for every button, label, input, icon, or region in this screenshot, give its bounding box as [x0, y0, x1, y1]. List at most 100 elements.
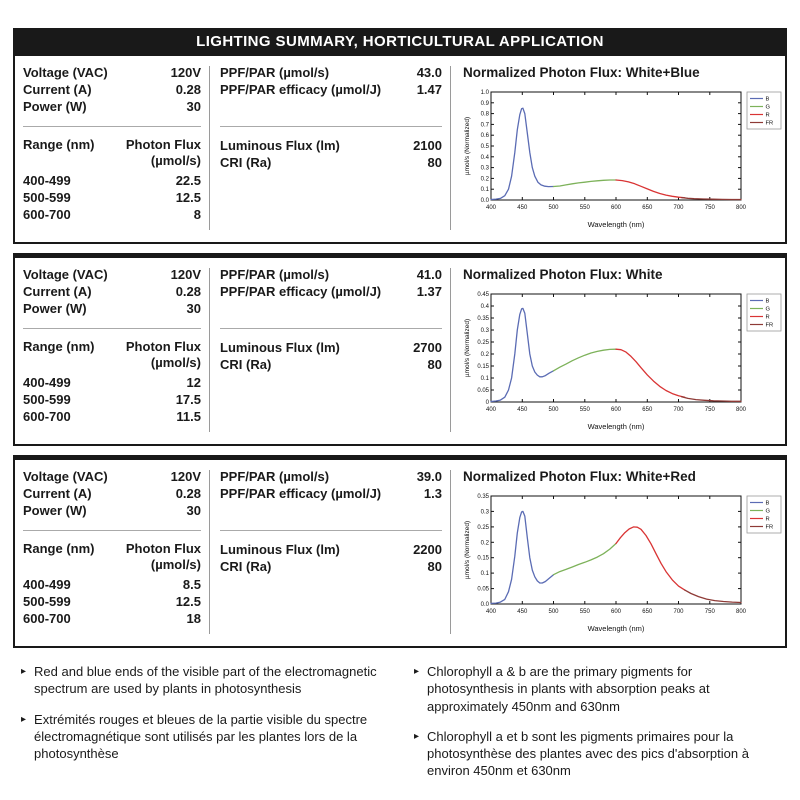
svg-text:0.1: 0.1 [481, 571, 490, 577]
row-value: 11.5 [176, 409, 201, 424]
table-row: Power (W) 30 [23, 98, 201, 115]
row-value: 12.5 [175, 190, 201, 205]
chart-column: Normalized Photon Flux: White 400 450 500 5… [451, 266, 782, 434]
column-divider [209, 268, 210, 432]
photon-flux-header: Range (nm) Photon Flux (µmol/s) [23, 137, 201, 169]
table-row: Luminous Flux (lm) 2200 [220, 541, 442, 558]
row-label: CRI (Ra) [220, 559, 272, 574]
row-value: 30 [186, 301, 201, 316]
svg-text:0.05: 0.05 [477, 388, 489, 394]
svg-text:0.7: 0.7 [481, 122, 490, 128]
row-label: Current (A) [23, 82, 92, 97]
svg-text:G: G [766, 105, 771, 111]
table-row: 500-599 17.5 [23, 391, 201, 408]
svg-text:0.6: 0.6 [481, 133, 490, 139]
row-label: 600-700 [23, 207, 71, 222]
svg-text:750: 750 [705, 609, 716, 615]
row-label: 400-499 [23, 173, 71, 188]
svg-text:0.8: 0.8 [481, 112, 490, 118]
table-row: PPF/PAR (µmol/s) 39.0 [220, 468, 442, 485]
svg-text:FR: FR [766, 525, 774, 531]
table-row: 500-599 12.5 [23, 189, 201, 206]
ppf-column: PPF/PAR (µmol/s) 41.0 PPF/PAR efficacy (µm… [210, 266, 442, 434]
svg-text:700: 700 [673, 205, 684, 211]
row-value: 80 [427, 155, 442, 170]
svg-text:0.0: 0.0 [481, 198, 490, 204]
table-row: 400-499 8.5 [23, 576, 201, 593]
note-text: Chlorophyll a et b sont les pigments pri… [427, 728, 749, 779]
row-label: Power (W) [23, 503, 87, 518]
summary-box-1: LIGHTING SUMMARY, HORTICULTURAL APPLICAT… [13, 28, 787, 244]
row-label: Current (A) [23, 486, 92, 501]
row-label: PPF/PAR (µmol/s) [220, 65, 330, 80]
divider [23, 126, 201, 127]
bullet-icon: ▸ [414, 730, 420, 742]
column-divider [209, 66, 210, 230]
svg-text:Wavelength (nm): Wavelength (nm) [588, 220, 645, 229]
row-value: 30 [186, 503, 201, 518]
chart-title: Normalized Photon Flux: White+Blue [463, 65, 700, 80]
note-en-spectrum: ▸ Red and blue ends of the visible part … [21, 663, 386, 698]
column-divider [450, 66, 451, 230]
svg-text:0.35: 0.35 [477, 316, 489, 322]
photon-flux-header: Range (nm) Photon Flux (µmol/s) [23, 541, 201, 573]
photon-flux-table: 400-499 22.5 500-599 12.5 600-700 8 [23, 172, 201, 223]
chart-column: Normalized Photon Flux: White+Red 400 450… [451, 468, 782, 636]
svg-text:400: 400 [486, 407, 497, 413]
svg-text:FR: FR [766, 121, 774, 127]
divider [23, 328, 201, 329]
spectrum-chart-white-red: 400 450 500 550 600 650 700 750 800 0.0 0.05 0.1 0.1… [461, 488, 782, 636]
panel-white-red: Voltage (VAC) 120V Current (A) 0.28 Power (W… [13, 455, 787, 648]
svg-text:0.45: 0.45 [477, 292, 489, 298]
table-row: 600-700 8 [23, 206, 201, 223]
table-row: 400-499 22.5 [23, 172, 201, 189]
row-value: 8.5 [182, 577, 201, 592]
range-header-label: Range (nm) [23, 137, 95, 152]
row-value: 2100 [413, 138, 442, 153]
row-value: 39.0 [416, 469, 442, 484]
row-value: 2200 [413, 542, 442, 557]
chart-title: Normalized Photon Flux: White [463, 267, 663, 282]
photometric-table: Luminous Flux (lm) 2100 CRI (Ra) 80 [220, 137, 442, 171]
row-value: 80 [427, 559, 442, 574]
svg-text:450: 450 [517, 609, 528, 615]
table-row: CRI (Ra) 80 [220, 558, 442, 575]
range-header-unit: Photon Flux (µmol/s) [125, 541, 201, 572]
spectrum-chart-white-blue: 400 450 500 550 600 650 700 750 800 0.0 0.1 0.2 0.3 0… [461, 84, 782, 232]
svg-text:450: 450 [517, 407, 528, 413]
svg-text:0.2: 0.2 [481, 352, 490, 358]
svg-text:800: 800 [736, 407, 747, 413]
row-label: 600-700 [23, 611, 71, 626]
row-label: PPF/PAR efficacy (µmol/J) [220, 82, 382, 97]
svg-text:0.3: 0.3 [481, 166, 490, 172]
row-label: 500-599 [23, 190, 71, 205]
row-label: Power (W) [23, 301, 87, 316]
chart-column: Normalized Photon Flux: White+Blue 400 45… [451, 64, 782, 232]
row-label: Luminous Flux (lm) [220, 542, 340, 557]
note-text: Extrémités rouges et bleues de la partie… [34, 711, 368, 762]
electrical-table: Voltage (VAC) 120V Current (A) 0.28 Power (W… [23, 266, 201, 320]
divider [23, 530, 201, 531]
svg-text:µmol/s (Normalized): µmol/s (Normalized) [464, 521, 471, 579]
row-value: 17.5 [175, 392, 201, 407]
spectrum-chart-white: 400 450 500 550 600 650 700 750 800 0 0.05 0.1 0.15 0… [461, 286, 782, 434]
svg-text:FR: FR [766, 323, 774, 329]
svg-text:500: 500 [548, 205, 559, 211]
table-row: Current (A) 0.28 [23, 283, 201, 300]
row-label: 600-700 [23, 409, 71, 424]
row-value: 18 [186, 611, 201, 626]
table-row: Luminous Flux (lm) 2100 [220, 137, 442, 154]
column-divider [209, 470, 210, 634]
row-label: PPF/PAR (µmol/s) [220, 267, 330, 282]
row-label: 400-499 [23, 375, 71, 390]
svg-text:0.4: 0.4 [481, 304, 490, 310]
row-value: 1.3 [423, 486, 442, 501]
svg-text:G: G [766, 307, 771, 313]
svg-text:Wavelength (nm): Wavelength (nm) [588, 422, 645, 431]
footnotes: ▸ Red and blue ends of the visible part … [13, 648, 787, 793]
svg-text:600: 600 [611, 205, 622, 211]
electrical-column: Voltage (VAC) 120V Current (A) 0.28 Power (W… [23, 468, 201, 636]
svg-text:550: 550 [580, 205, 591, 211]
bullet-icon: ▸ [21, 713, 27, 725]
